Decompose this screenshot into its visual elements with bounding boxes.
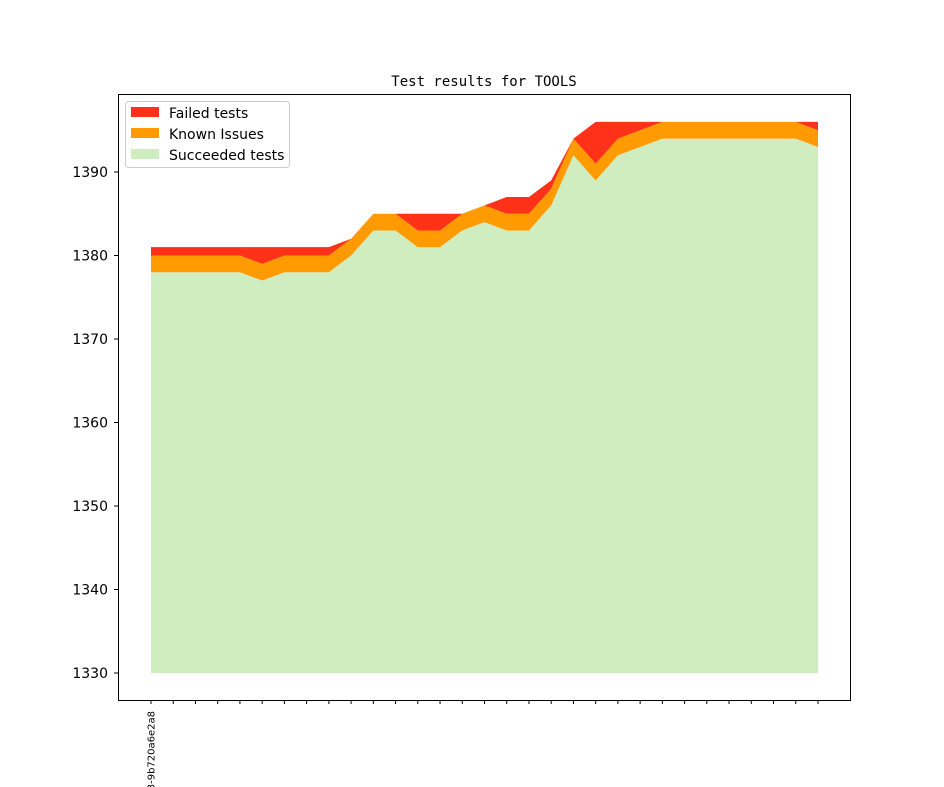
y-tick-label: 1350 xyxy=(72,499,108,515)
legend-swatch-known xyxy=(131,128,159,138)
y-tick-label: 1380 xyxy=(72,249,108,265)
area-failed-tests xyxy=(151,121,818,264)
legend-swatch-failed xyxy=(131,107,159,117)
legend-label-known: Known Issues xyxy=(169,127,264,143)
y-tick-label: 1360 xyxy=(72,416,108,432)
y-tick-label: 1330 xyxy=(72,666,108,682)
legend-swatch-succeeded xyxy=(131,149,159,159)
y-tick-label: 1370 xyxy=(72,332,108,348)
y-tick-label: 1340 xyxy=(72,583,108,599)
y-tick-label: 1390 xyxy=(72,165,108,181)
legend-label-succeeded: Succeeded tests xyxy=(169,148,284,164)
legend-label-failed: Failed tests xyxy=(169,106,248,122)
area-known-issues xyxy=(151,121,818,281)
chart-title: Test results for TOOLS xyxy=(391,74,576,90)
legend: Failed tests Known Issues Succeeded test… xyxy=(125,101,290,168)
x-tick-label: 3-9b720a6e2a8 xyxy=(147,711,158,787)
